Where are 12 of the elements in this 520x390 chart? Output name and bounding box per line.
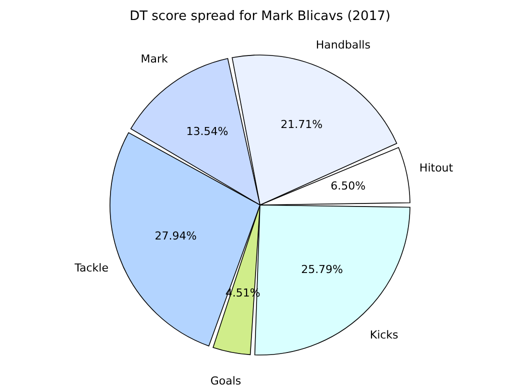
- chart-title: DT score spread for Mark Blicavs (2017): [130, 9, 390, 24]
- slice-label: Kicks: [370, 328, 399, 342]
- slice-label: Goals: [210, 374, 242, 388]
- slice-label: Hitout: [419, 161, 454, 174]
- slice-label: Handballs: [316, 38, 371, 52]
- data-label: 21.71%: [280, 118, 323, 132]
- data-label: 25.79%: [301, 263, 344, 276]
- data-label: 6.50%: [330, 180, 366, 193]
- data-label: 27.94%: [154, 230, 197, 243]
- data-label: 13.54%: [186, 125, 228, 138]
- slice-label: Mark: [140, 52, 169, 66]
- slice-label: Tackle: [74, 261, 109, 274]
